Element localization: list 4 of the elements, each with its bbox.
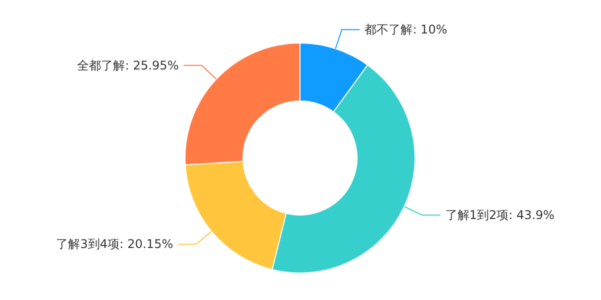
slice-label: 了解1到2项: 43.9% — [445, 208, 555, 222]
slice-label: 了解3到4项: 20.15% — [56, 237, 174, 252]
slice-label: 都不了解: 10% — [364, 22, 448, 37]
slice-label: 全都了解: 25.95% — [77, 58, 179, 72]
